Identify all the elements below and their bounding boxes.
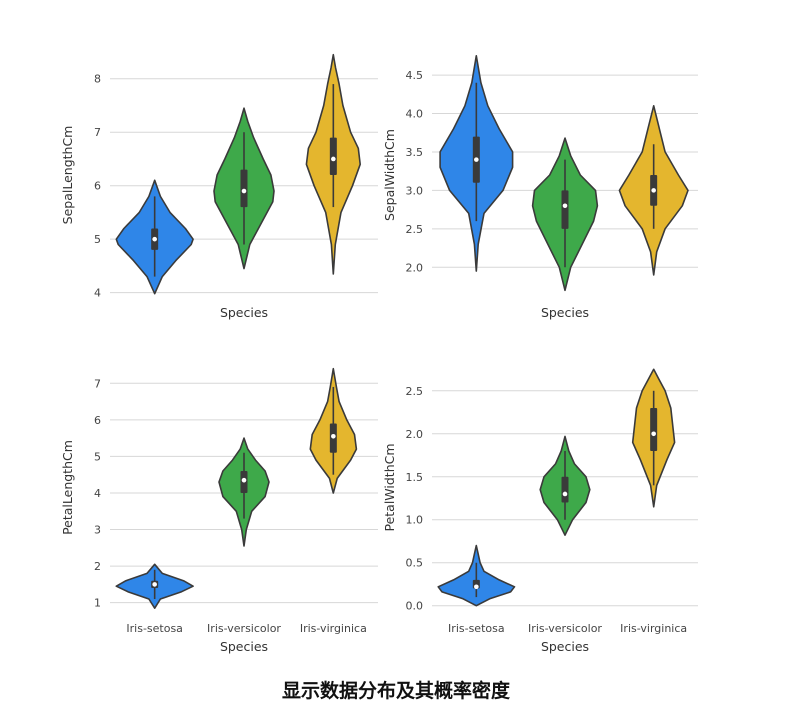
y-tick-label: 1.0 [406, 514, 424, 527]
violin-median-dot [474, 157, 479, 162]
x-axis-label: Species [541, 639, 589, 654]
y-tick-label: 4 [94, 287, 101, 300]
y-tick-label: 2 [94, 560, 101, 573]
y-tick-label: 8 [94, 73, 101, 86]
violin-median-dot [241, 477, 247, 483]
x-category-label: Iris-virginica [620, 622, 687, 635]
violin-median-dot [474, 584, 479, 590]
violin-iqr-box [561, 190, 569, 229]
y-tick-label: 2.5 [406, 385, 424, 398]
violin-iqr-box [561, 476, 569, 503]
y-tick-label: 2.0 [406, 428, 424, 441]
y-axis-label: SepalLengthCm [60, 126, 75, 225]
y-tick-label: 0.0 [406, 600, 424, 613]
y-tick-label: 2.5 [406, 223, 424, 236]
y-tick-label: 7 [94, 126, 101, 139]
y-axis-label: PetalLengthCm [60, 440, 75, 535]
y-tick-label: 5 [94, 233, 101, 246]
y-tick-label: 1 [94, 597, 101, 610]
violin-median-dot [562, 491, 568, 497]
y-tick-label: 4.0 [406, 108, 424, 121]
x-axis-label: Species [220, 639, 268, 654]
x-axis-label: Species [220, 305, 268, 320]
x-category-label: Iris-setosa [126, 622, 183, 635]
violin-median-dot [152, 236, 157, 242]
violin-iqr-box [329, 137, 337, 175]
violin-median-dot [331, 156, 336, 162]
y-tick-label: 0.5 [406, 557, 424, 570]
x-category-label: Iris-virginica [300, 622, 367, 635]
y-tick-label: 3 [94, 524, 101, 537]
y-tick-label: 7 [94, 377, 101, 390]
violin-median-dot [331, 434, 336, 439]
y-tick-label: 2.0 [406, 261, 424, 274]
y-tick-label: 6 [94, 414, 101, 427]
y-tick-label: 6 [94, 180, 101, 193]
y-tick-label: 5 [94, 450, 101, 463]
y-tick-label: 3.5 [406, 146, 424, 159]
y-tick-label: 4.5 [406, 69, 424, 82]
x-category-label: Iris-setosa [448, 622, 505, 635]
x-axis-label: Species [541, 305, 589, 320]
y-axis-label: PetalWidthCm [382, 443, 397, 531]
violin-iqr-box [650, 407, 658, 451]
violin-median-dot [562, 203, 568, 209]
y-tick-label: 4 [94, 487, 101, 500]
y-tick-label: 1.5 [406, 471, 424, 484]
violin-median-dot [651, 188, 656, 193]
x-category-label: Iris-versicolor [207, 622, 281, 635]
y-tick-label: 3.0 [406, 184, 424, 197]
violin-iqr-box [240, 169, 248, 208]
x-category-label: Iris-versicolor [528, 622, 602, 635]
violin-median-dot [651, 431, 656, 437]
figure-caption: 显示数据分布及其概率密度 [281, 680, 510, 702]
violin-median-dot [152, 582, 157, 587]
y-axis-label: SepalWidthCm [382, 129, 397, 221]
violin-median-dot [241, 188, 247, 194]
